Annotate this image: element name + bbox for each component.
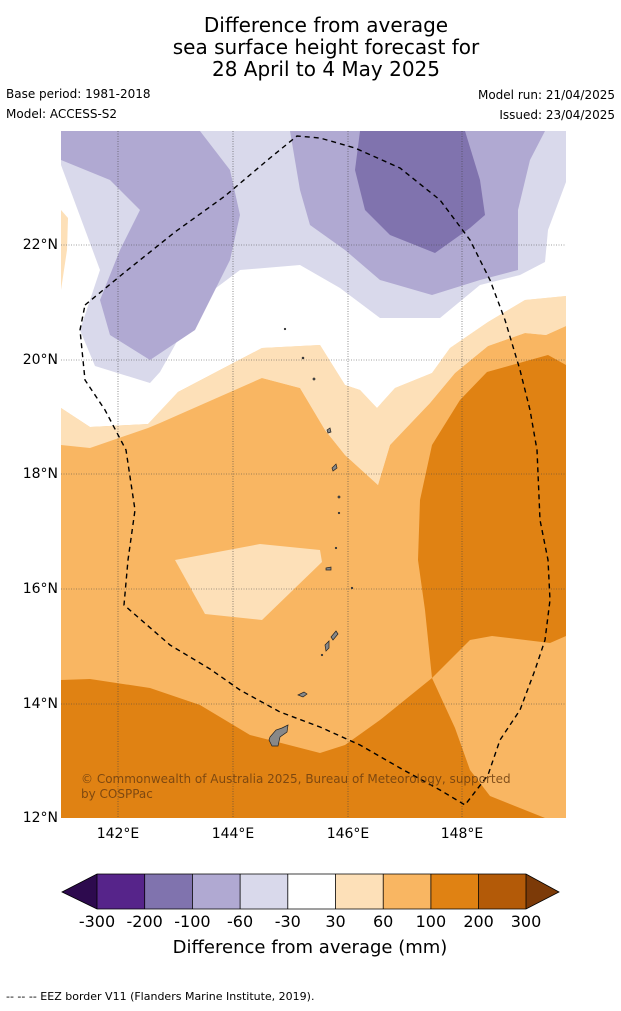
region-30-60-west <box>61 210 68 290</box>
lon-label: 148°E <box>440 826 484 842</box>
colorbar-segment <box>97 874 145 909</box>
colorbar-tick: -30 <box>274 912 301 931</box>
colorbar <box>61 873 560 910</box>
eez-border <box>79 135 551 806</box>
region-minus-60-100 <box>61 131 240 360</box>
lat-label: 22°N <box>22 237 58 253</box>
saipan-island <box>330 630 339 641</box>
anatahan-island <box>325 566 332 571</box>
lat-label: 18°N <box>22 466 58 482</box>
colorbar-segment <box>430 874 479 909</box>
model-label: Model: ACCESS-S2 <box>6 107 118 121</box>
region-30-60-band <box>61 296 566 485</box>
base-period-label: Base period: 1981-2018 <box>6 87 151 101</box>
colorbar-tick: 100 <box>415 912 447 931</box>
uracas-island <box>283 327 287 331</box>
lat-label: 16°N <box>22 581 58 597</box>
contour-map <box>61 131 566 818</box>
guguan-island <box>337 511 341 515</box>
aguijan-island <box>320 653 324 657</box>
region-minus-100-200 <box>355 131 485 253</box>
lon-label: 146°E <box>326 826 370 842</box>
colorbar-tick: 300 <box>510 912 542 931</box>
title-line-1: Difference from average <box>203 13 449 37</box>
colorbar-over-triangle <box>526 874 559 909</box>
lon-label: 142°E <box>96 826 140 842</box>
lon-label: 144°E <box>211 826 255 842</box>
colorbar-segment <box>478 874 526 909</box>
colorbar-title: Difference from average (mm) <box>172 937 448 958</box>
islands <box>268 327 354 747</box>
colorbar-tick: 60 <box>373 912 394 931</box>
alamagan-island <box>337 495 341 499</box>
colorbar-segment <box>192 874 241 909</box>
colorbar-tick: -200 <box>126 912 163 931</box>
asuncion-island <box>312 377 316 381</box>
colorbar-segment <box>383 874 431 909</box>
colorbar-segment <box>287 874 336 909</box>
rota-island <box>297 691 308 698</box>
map-title: Difference from average sea surface heig… <box>0 14 621 80</box>
colorbar-tick: 30 <box>325 912 346 931</box>
colorbar-segment <box>240 874 288 909</box>
issued-label: Issued: 23/04/2025 <box>499 108 615 122</box>
eez-legend-footer: -- -- -- EEZ border V11 (Flanders Marine… <box>6 990 315 1003</box>
lat-label: 20°N <box>22 352 58 368</box>
colorbar-segment <box>144 874 193 909</box>
guam-island <box>268 724 289 747</box>
lat-label: 14°N <box>22 696 58 712</box>
colorbar-segment <box>335 874 384 909</box>
title-line-2: sea surface height forecast for <box>172 35 480 59</box>
copyright-credit: © Commonwealth of Australia 2025, Bureau… <box>81 772 511 801</box>
region-30-60-south <box>175 544 322 620</box>
maug-island <box>301 356 305 360</box>
sarigan-island <box>334 546 338 550</box>
colorbar-tick: -100 <box>174 912 211 931</box>
colorbar-tick: -300 <box>78 912 116 931</box>
tinian-island <box>324 640 330 652</box>
colorbar-tick: -60 <box>227 912 254 931</box>
graticule <box>61 131 566 818</box>
model-run-label: Model run: 21/04/2025 <box>477 88 615 102</box>
colorbar-tick: 200 <box>463 912 494 931</box>
lat-label: 12°N <box>22 810 58 826</box>
farallon-de-medinilla-island <box>350 586 354 590</box>
agrihan-island <box>326 427 332 434</box>
title-line-3: 28 April to 4 May 2025 <box>212 57 440 81</box>
pagan-island <box>331 463 338 472</box>
colorbar-under-triangle <box>62 874 97 909</box>
